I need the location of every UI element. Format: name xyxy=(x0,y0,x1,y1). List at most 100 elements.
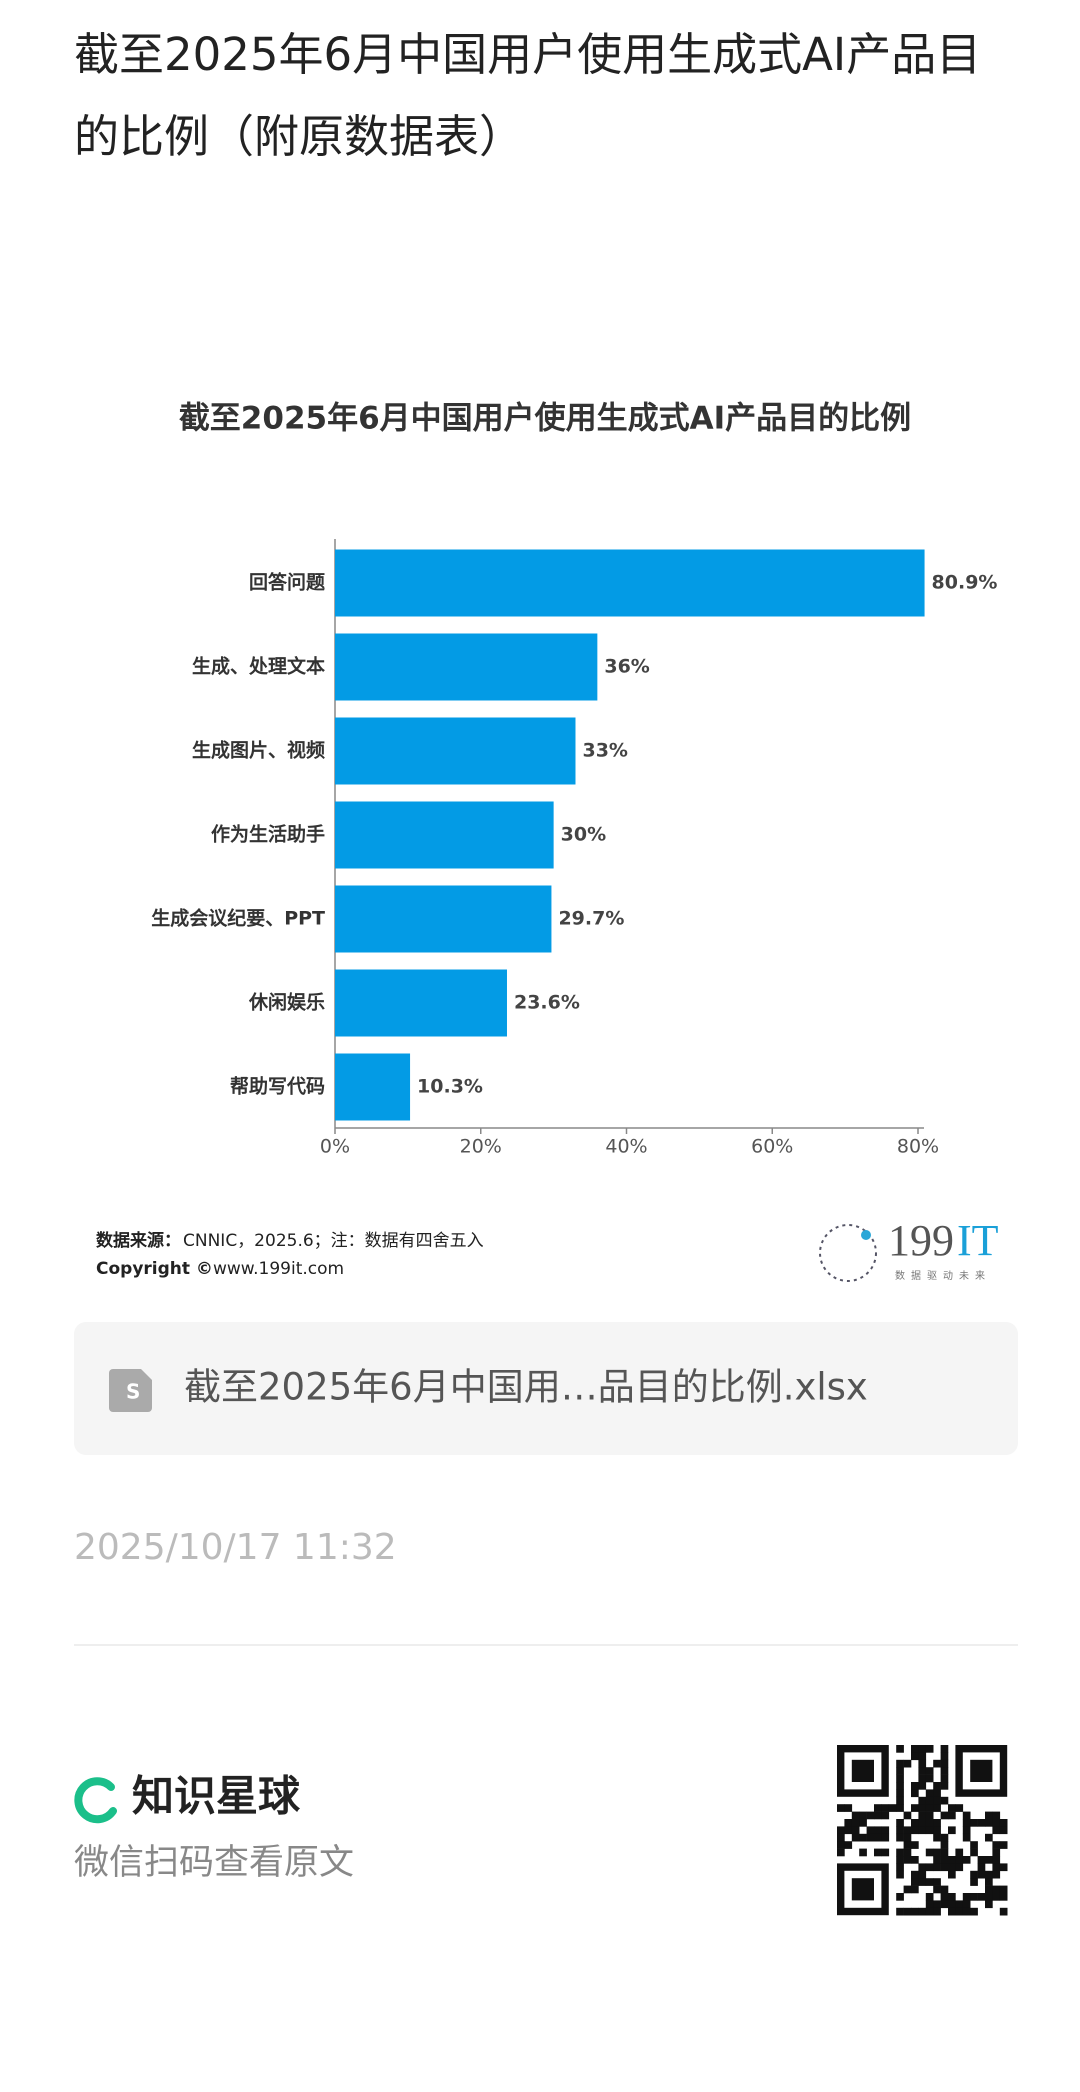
copyright-text: www.199it.com xyxy=(213,1259,344,1279)
qr-module xyxy=(903,1856,912,1864)
qr-module xyxy=(948,1804,956,1812)
qr-module xyxy=(918,1796,927,1805)
qr-module xyxy=(933,1848,941,1857)
qr-module xyxy=(859,1811,867,1820)
qr-module xyxy=(999,1907,1008,1916)
qr-module xyxy=(918,1774,927,1783)
qr-module xyxy=(992,1841,1001,1849)
qr-module xyxy=(940,1811,949,1820)
qr-module xyxy=(874,1833,882,1842)
qr-module xyxy=(874,1804,882,1812)
qr-module xyxy=(918,1767,927,1775)
logo-number: 199 xyxy=(888,1216,954,1265)
qr-module xyxy=(911,1856,919,1864)
qr-module xyxy=(985,1819,993,1827)
qr-module xyxy=(903,1907,912,1916)
qr-module xyxy=(999,1819,1008,1827)
qr-module xyxy=(955,1804,964,1812)
qr-module xyxy=(948,1863,956,1872)
value-label: 29.7% xyxy=(558,908,624,930)
qr-module xyxy=(896,1848,904,1857)
qr-module xyxy=(911,1782,919,1790)
qr-module xyxy=(940,1856,949,1864)
qr-module xyxy=(955,1907,964,1916)
qr-module xyxy=(896,1833,904,1842)
qr-module xyxy=(933,1856,941,1864)
brand-name: 知识星球 xyxy=(132,1772,301,1821)
qr-module xyxy=(896,1893,904,1901)
qr-module xyxy=(844,1819,853,1827)
file-name[interactable]: 截至2025年6月中国用…品目的比例.xlsx xyxy=(184,1366,868,1409)
qr-module xyxy=(962,1893,971,1901)
qr-module xyxy=(999,1885,1008,1894)
qr-module xyxy=(918,1826,927,1835)
qr-module xyxy=(985,1893,993,1901)
qr-module xyxy=(896,1745,904,1753)
qr-module xyxy=(933,1878,941,1886)
file-icon-letter: S xyxy=(126,1380,140,1404)
file-card[interactable] xyxy=(74,1322,1018,1455)
qr-module xyxy=(977,1819,986,1827)
qr-module xyxy=(940,1782,949,1790)
qr-module xyxy=(970,1848,978,1857)
qr-module xyxy=(948,1811,956,1820)
qr-module xyxy=(999,1841,1008,1849)
qr-module xyxy=(918,1811,927,1820)
qr-module xyxy=(881,1826,890,1835)
qr-module xyxy=(940,1841,949,1849)
qr-module xyxy=(933,1804,941,1812)
qr-module xyxy=(911,1819,919,1827)
y-tick-label: 生成、处理文本 xyxy=(192,655,325,678)
qr-module xyxy=(933,1907,941,1916)
qr-module xyxy=(955,1863,964,1872)
qr-module xyxy=(844,1826,853,1835)
brand-icon xyxy=(74,1777,117,1824)
qr-module xyxy=(940,1796,949,1805)
qr-module xyxy=(896,1789,904,1798)
qr-module xyxy=(970,1841,978,1849)
bar xyxy=(335,717,576,785)
qr-module xyxy=(940,1767,949,1775)
qr-module xyxy=(896,1819,904,1827)
qr-module xyxy=(962,1826,971,1835)
qr-module xyxy=(948,1893,956,1901)
qr-module xyxy=(925,1774,934,1783)
qr-module xyxy=(925,1848,934,1857)
logo-mark xyxy=(819,1224,877,1282)
qr-module xyxy=(948,1856,956,1864)
qr-module xyxy=(911,1878,919,1886)
qr-module xyxy=(911,1826,919,1835)
qr-module xyxy=(933,1819,941,1827)
qr-module xyxy=(918,1870,927,1879)
qr-module xyxy=(948,1826,956,1835)
qr-module xyxy=(837,1833,845,1842)
qr-module xyxy=(970,1819,978,1827)
x-tick-label: 80% xyxy=(897,1136,939,1158)
qr-module xyxy=(992,1893,1001,1901)
qr-module xyxy=(888,1804,897,1812)
chart-title: 截至2025年6月中国用户使用生成式AI产品目的比例 xyxy=(179,401,911,437)
y-tick-label: 休闲娱乐 xyxy=(248,991,325,1014)
qr-module xyxy=(985,1870,993,1879)
qr-module xyxy=(955,1848,964,1857)
value-label: 36% xyxy=(604,656,649,678)
qr-module xyxy=(896,1796,904,1805)
qr-module xyxy=(918,1804,927,1812)
qr-module xyxy=(985,1878,993,1886)
qr-module xyxy=(911,1789,919,1798)
content: 截至2025年6月中国用户使用生成式AI产品目的比例 数据来源： CNNIC，2… xyxy=(74,401,1018,1916)
qr-module xyxy=(977,1863,986,1872)
qr-module xyxy=(859,1819,867,1827)
qr-module xyxy=(992,1848,1001,1857)
x-tick-label: 40% xyxy=(605,1136,647,1158)
logo-letters: IT xyxy=(957,1216,999,1265)
qr-module xyxy=(903,1841,912,1849)
qr-module xyxy=(970,1907,978,1916)
qr-module xyxy=(977,1870,986,1879)
qr-module xyxy=(881,1804,890,1812)
value-label: 33% xyxy=(582,740,627,762)
qr-module xyxy=(925,1893,934,1901)
qr-module xyxy=(992,1856,1001,1864)
qr-module xyxy=(903,1885,912,1894)
value-label: 80.9% xyxy=(932,572,998,594)
